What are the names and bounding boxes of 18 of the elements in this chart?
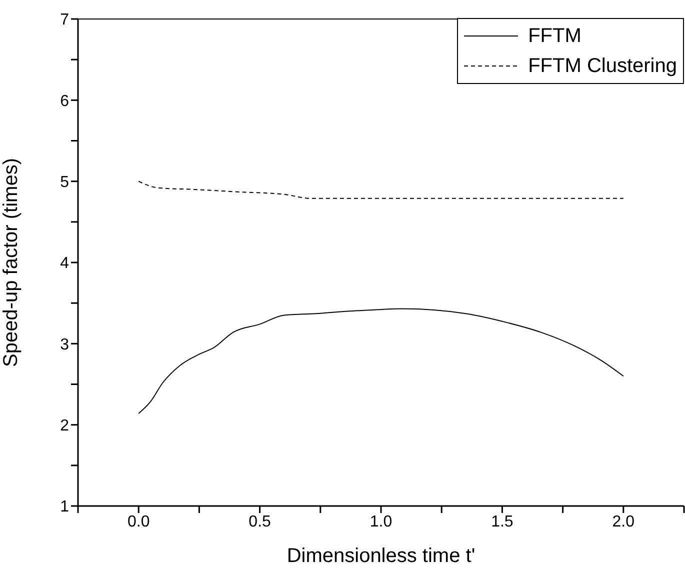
- line-series: [138, 308, 624, 414]
- x-tick-label: 1.0: [370, 513, 392, 530]
- legend-label: FFTM: [528, 24, 582, 48]
- line-series: [138, 180, 624, 199]
- x-tick-label: 0.0: [127, 513, 150, 530]
- y-tick-label: 3: [60, 336, 70, 354]
- y-tick-label: 5: [60, 174, 70, 192]
- x-axis-title: Dimensionless time t': [286, 545, 476, 567]
- x-tick-label: 2.0: [612, 513, 635, 530]
- y-tick-label: 6: [60, 92, 70, 110]
- y-tick-label: 1: [60, 498, 70, 516]
- y-tick-label: 4: [60, 255, 70, 272]
- legend-label: FFTM Clustering: [528, 54, 677, 78]
- x-tick-label: 1.5: [491, 513, 514, 530]
- y-tick-label: 2: [60, 418, 70, 435]
- y-axis-title: Speed-up factor (times): [0, 158, 22, 367]
- y-tick-label: 7: [60, 12, 70, 29]
- x-tick-label: 0.5: [248, 513, 272, 530]
